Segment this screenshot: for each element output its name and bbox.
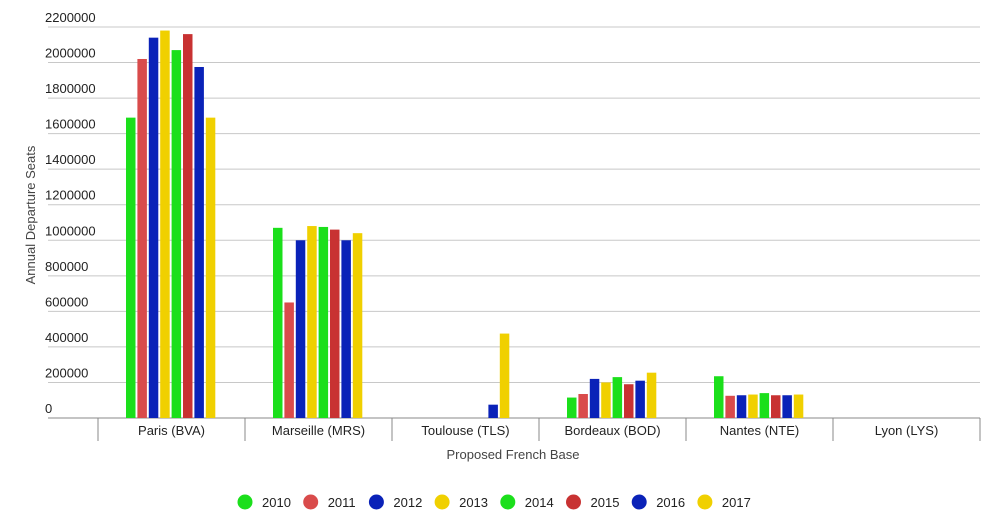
legend-label: 2011 — [328, 495, 356, 510]
y-tick-label: 1400000 — [45, 152, 96, 167]
legend-swatch — [368, 494, 384, 510]
bar — [330, 229, 340, 418]
bar — [624, 384, 634, 418]
legend-item: 2010 — [237, 494, 291, 510]
legend-item: 2016 — [631, 494, 685, 510]
x-axis: Paris (BVA) Marseille (MRS) Toulouse (TLS)… — [97, 418, 981, 441]
y-tick-label: 1000000 — [45, 223, 96, 238]
bar — [126, 117, 136, 419]
legend-label: 2014 — [525, 495, 554, 510]
y-tick-label: 800000 — [45, 259, 88, 274]
legend-swatch — [566, 494, 581, 510]
legend-item: 2015 — [566, 494, 620, 510]
bar — [160, 30, 170, 419]
bar — [137, 58, 147, 419]
bar — [748, 394, 758, 418]
legend-item: 2011 — [303, 494, 356, 510]
x-tick-label: Bordeaux (BOD) — [564, 423, 660, 438]
bar — [318, 226, 329, 418]
legend-label: 2017 — [722, 495, 751, 510]
bar — [205, 117, 216, 419]
bar — [284, 302, 294, 418]
bar — [295, 240, 306, 418]
legend-label: 2013 — [459, 495, 488, 510]
legend-label: 2010 — [262, 495, 291, 510]
bar — [601, 382, 611, 418]
bar — [714, 376, 724, 418]
legend: 2010 2011 2012 2013 2014 2015 2016 2017 — [237, 494, 751, 510]
bar — [341, 240, 351, 418]
y-tick-label: 1200000 — [45, 188, 96, 203]
y-tick-label: 1800000 — [45, 81, 96, 96]
bar — [612, 377, 623, 418]
legend-item: 2017 — [697, 494, 751, 510]
bar — [273, 227, 283, 418]
legend-swatch — [237, 494, 253, 510]
y-tick-label: 1600000 — [45, 117, 96, 132]
legend-swatch — [434, 494, 450, 510]
x-tick-label: Paris (BVA) — [138, 423, 205, 438]
legend-label: 2015 — [591, 495, 620, 510]
legend-item: 2014 — [500, 494, 554, 510]
y-axis-ticks: 0 200000 400000 600000 800000 1000000 1200000 1… — [45, 10, 96, 416]
y-tick-label: 0 — [45, 401, 52, 416]
legend-label: 2012 — [393, 495, 422, 510]
bars — [126, 30, 804, 419]
x-tick-label: Nantes (NTE) — [720, 423, 799, 438]
bar — [567, 397, 577, 418]
legend-label: 2016 — [656, 495, 685, 510]
x-tick-label: Lyon (LYS) — [875, 423, 939, 438]
bar — [499, 333, 510, 418]
bar — [771, 395, 781, 418]
bar — [352, 233, 363, 418]
y-tick-label: 400000 — [45, 330, 88, 345]
bar — [183, 34, 193, 418]
legend-item: 2013 — [434, 494, 488, 510]
bar — [194, 66, 204, 418]
legend-swatch — [631, 494, 647, 510]
legend-swatch — [500, 494, 516, 510]
bar — [589, 378, 600, 418]
legend-item: 2012 — [368, 494, 422, 510]
x-tick-label: Toulouse (TLS) — [421, 423, 509, 438]
bar — [148, 37, 159, 418]
bar — [635, 380, 645, 418]
bar — [578, 394, 588, 418]
bar — [759, 393, 770, 418]
y-tick-label: 2000000 — [45, 46, 96, 61]
x-tick-label: Marseille (MRS) — [272, 423, 365, 438]
y-tick-label: 600000 — [45, 294, 88, 309]
y-tick-label: 2200000 — [45, 10, 96, 25]
bar — [488, 404, 498, 418]
bar — [782, 395, 792, 418]
legend-swatch — [697, 494, 713, 510]
legend-swatch — [303, 494, 319, 510]
bar — [793, 394, 804, 418]
bar — [646, 372, 657, 418]
bar — [725, 395, 735, 418]
bar — [307, 226, 317, 418]
x-axis-title: Proposed French Base — [447, 447, 580, 462]
y-axis-title: Annual Departure Seats — [23, 145, 38, 284]
y-tick-label: 200000 — [45, 365, 88, 380]
bar — [171, 50, 182, 418]
bar — [736, 395, 747, 418]
